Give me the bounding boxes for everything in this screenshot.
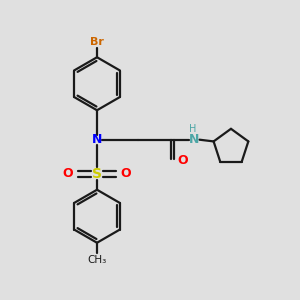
Text: N: N bbox=[92, 133, 102, 146]
Text: CH₃: CH₃ bbox=[87, 254, 106, 265]
Text: H: H bbox=[189, 124, 196, 134]
Text: O: O bbox=[177, 154, 188, 167]
Text: N: N bbox=[189, 133, 200, 146]
Text: O: O bbox=[121, 167, 131, 180]
Text: O: O bbox=[63, 167, 74, 180]
Text: Br: Br bbox=[90, 37, 104, 47]
Text: S: S bbox=[92, 167, 102, 181]
